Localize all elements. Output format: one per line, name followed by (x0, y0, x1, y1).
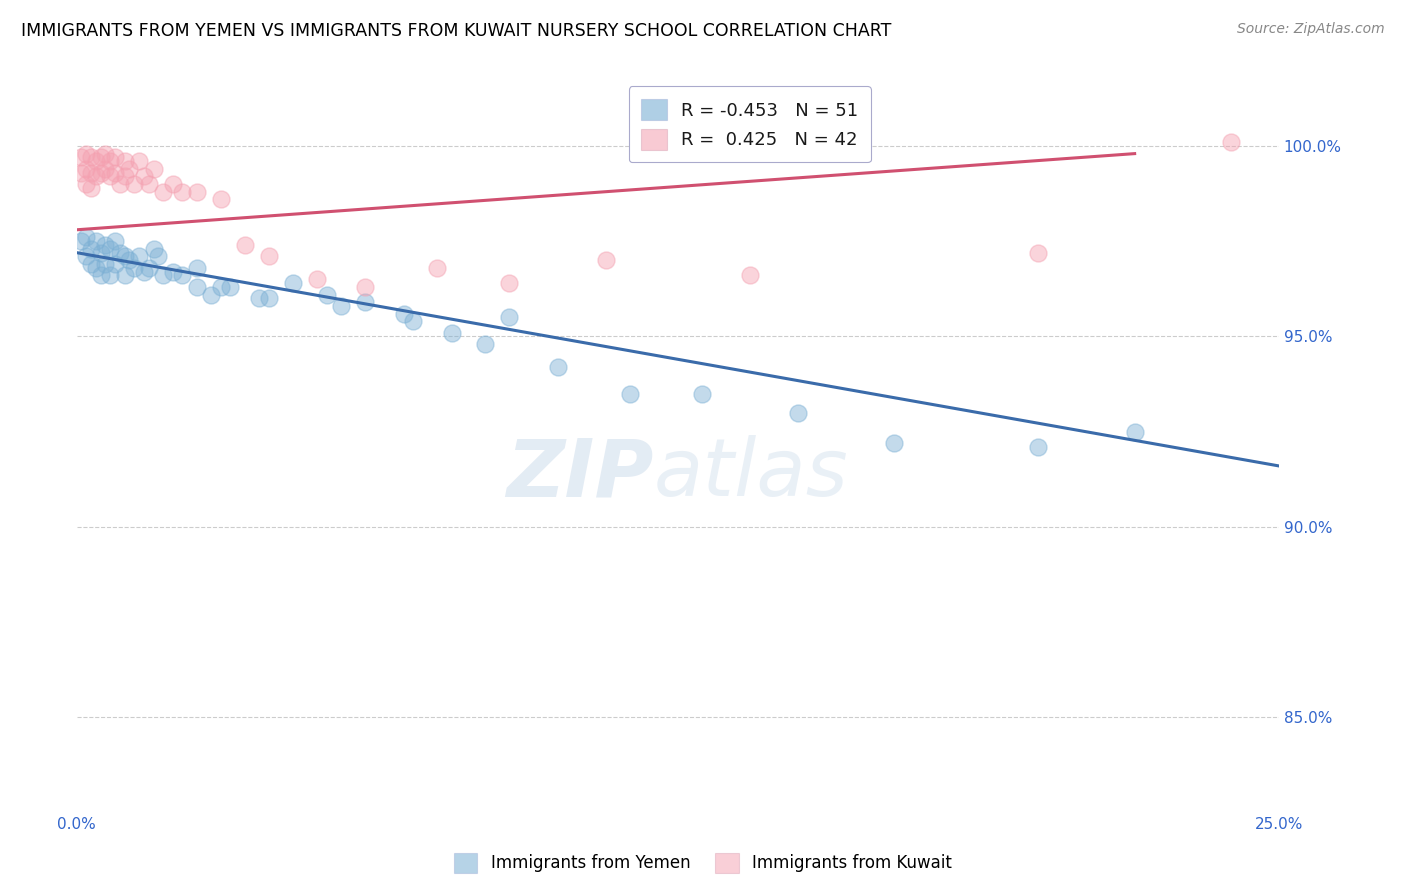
Point (90, 166, 112, 180)
Point (80, 257, 103, 271)
Point (257, 250, 280, 264)
Point (94, 161, 117, 176)
Point (1028, 440, 1050, 454)
Point (305, 272, 328, 286)
Legend: R = -0.453   N = 51, R =  0.425   N = 42: R = -0.453 N = 51, R = 0.425 N = 42 (628, 87, 870, 162)
Point (80, 166, 103, 180)
Point (209, 280, 232, 294)
Point (118, 253, 141, 268)
Point (186, 280, 208, 294)
Point (354, 280, 377, 294)
Legend: Immigrants from Yemen, Immigrants from Kuwait: Immigrants from Yemen, Immigrants from K… (447, 847, 959, 880)
Text: Source: ZipAtlas.com: Source: ZipAtlas.com (1237, 22, 1385, 37)
Point (162, 177, 184, 191)
Point (108, 177, 131, 191)
Point (690, 386, 713, 401)
Point (114, 250, 136, 264)
Point (94, 257, 117, 271)
Point (84, 169, 107, 184)
Point (392, 307, 415, 321)
Point (738, 268, 761, 283)
Point (209, 192, 232, 206)
Point (257, 291, 280, 305)
Point (98, 268, 121, 283)
Point (186, 260, 208, 275)
Text: IMMIGRANTS FROM YEMEN VS IMMIGRANTS FROM KUWAIT NURSERY SCHOOL CORRELATION CHART: IMMIGRANTS FROM YEMEN VS IMMIGRANTS FROM… (21, 22, 891, 40)
Point (354, 295, 377, 310)
Point (122, 260, 145, 275)
Point (80, 150, 103, 164)
Point (114, 169, 136, 184)
Point (122, 177, 145, 191)
Point (104, 234, 127, 248)
Point (142, 161, 165, 176)
Point (70, 166, 93, 180)
Point (402, 314, 425, 328)
Point (84, 234, 107, 248)
Point (172, 268, 194, 283)
Point (128, 154, 150, 169)
Point (1219, 135, 1241, 149)
Text: atlas: atlas (654, 435, 848, 514)
Point (1123, 425, 1146, 439)
Point (186, 185, 208, 199)
Point (104, 166, 127, 180)
Point (98, 169, 121, 184)
Point (128, 250, 150, 264)
Point (142, 242, 165, 256)
Point (148, 250, 170, 264)
Point (90, 245, 112, 260)
Point (233, 238, 256, 252)
Point (132, 265, 155, 279)
Point (90, 268, 112, 283)
Point (219, 280, 242, 294)
Point (883, 436, 905, 450)
Point (114, 268, 136, 283)
Point (114, 154, 136, 169)
Point (440, 326, 463, 340)
Text: ZIP: ZIP (506, 435, 654, 514)
Point (138, 260, 160, 275)
Point (75, 146, 97, 161)
Point (98, 242, 121, 256)
Point (70, 234, 93, 248)
Point (94, 146, 117, 161)
Point (787, 406, 810, 420)
Point (200, 287, 222, 301)
Point (152, 268, 174, 283)
Point (80, 242, 103, 256)
Point (474, 337, 496, 351)
Point (498, 310, 520, 325)
Point (426, 260, 449, 275)
Point (70, 150, 93, 164)
Point (1028, 245, 1050, 260)
Point (132, 169, 155, 184)
Point (118, 161, 141, 176)
Point (595, 253, 617, 268)
Point (172, 185, 194, 199)
Point (84, 154, 107, 169)
Point (75, 161, 97, 176)
Point (619, 386, 641, 401)
Point (90, 150, 112, 164)
Point (84, 260, 107, 275)
Point (98, 154, 121, 169)
Point (547, 359, 569, 374)
Point (104, 150, 127, 164)
Point (281, 276, 304, 290)
Point (80, 181, 103, 195)
Point (330, 299, 353, 313)
Point (108, 245, 131, 260)
Point (498, 276, 520, 290)
Point (75, 230, 97, 244)
Point (75, 177, 97, 191)
Point (315, 287, 337, 301)
Point (94, 238, 117, 252)
Point (152, 185, 174, 199)
Point (162, 265, 184, 279)
Point (138, 177, 160, 191)
Point (75, 250, 97, 264)
Point (247, 291, 270, 305)
Point (104, 257, 127, 271)
